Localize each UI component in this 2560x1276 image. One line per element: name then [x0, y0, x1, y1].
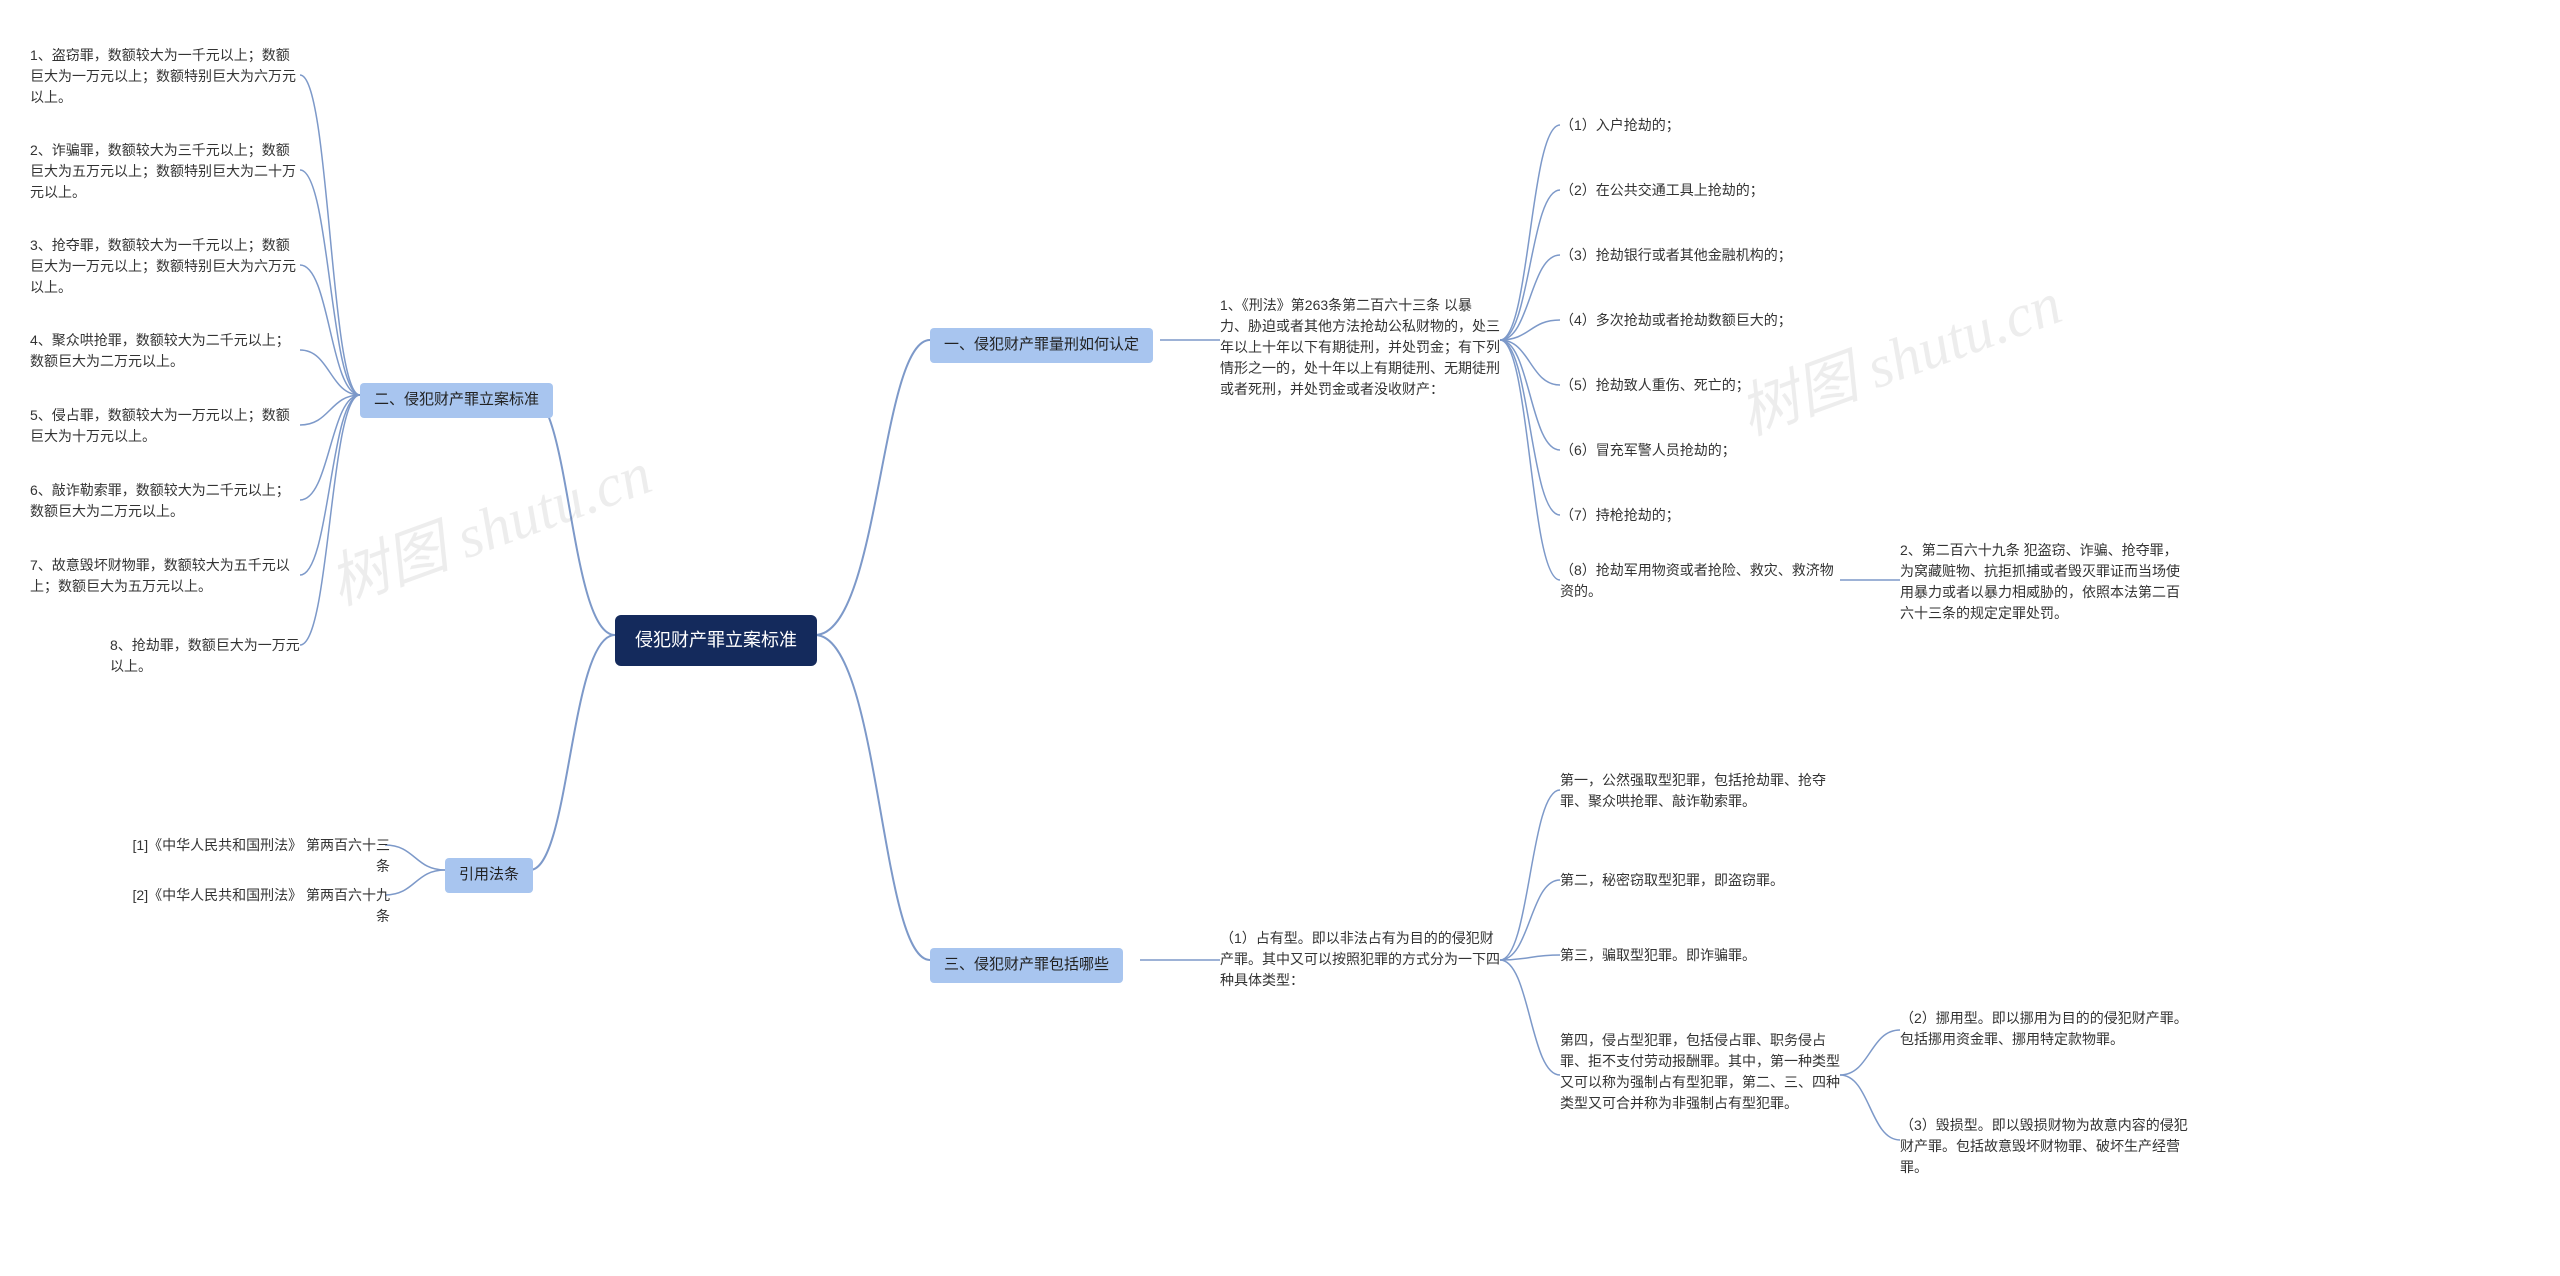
section1-item-1: （1）入户抢劫的；	[1560, 115, 1680, 136]
section2-item-6: 6、敲诈勒索罪，数额较大为二千元以上；数额巨大为二万元以上。	[30, 480, 300, 522]
section3-item4-note-2: （3）毁损型。即以毁损财物为故意内容的侵犯财产罪。包括故意毁坏财物罪、破坏生产经…	[1900, 1115, 2190, 1178]
section1-item-6: （6）冒充军警人员抢劫的；	[1560, 440, 1736, 461]
root-node[interactable]: 侵犯财产罪立案标准	[615, 615, 817, 666]
section2-item-4: 4、聚众哄抢罪，数额较大为二千元以上；数额巨大为二万元以上。	[30, 330, 300, 372]
watermark: 树图 shutu.cn	[1725, 255, 2071, 452]
section1-detail: 1、《刑法》第263条第二百六十三条 以暴力、胁迫或者其他方法抢劫公私财物的，处…	[1220, 295, 1500, 400]
section1-item-2: （2）在公共交通工具上抢劫的；	[1560, 180, 1764, 201]
watermark: 树图 shutu.cn	[315, 425, 661, 622]
section3-item4-note-1: （2）挪用型。即以挪用为目的的侵犯财产罪。包括挪用资金罪、挪用特定款物罪。	[1900, 1008, 2190, 1050]
section1-item-3: （3）抢劫银行或者其他金融机构的；	[1560, 245, 1792, 266]
section3-item-3: 第三，骗取型犯罪。即诈骗罪。	[1560, 945, 1756, 966]
section2-item-7: 7、故意毁坏财物罪，数额较大为五千元以上；数额巨大为五万元以上。	[30, 555, 300, 597]
section-citations[interactable]: 引用法条	[445, 858, 533, 893]
section-filing-standard[interactable]: 二、侵犯财产罪立案标准	[360, 383, 553, 418]
section3-detail: （1）占有型。即以非法占有为目的的侵犯财产罪。其中又可以按照犯罪的方式分为一下四…	[1220, 928, 1500, 991]
section3-item-1: 第一，公然强取型犯罪，包括抢劫罪、抢夺罪、聚众哄抢罪、敲诈勒索罪。	[1560, 770, 1840, 812]
section-sentencing[interactable]: 一、侵犯财产罪量刑如何认定	[930, 328, 1153, 363]
section1-item-4: （4）多次抢劫或者抢劫数额巨大的；	[1560, 310, 1792, 331]
section-types[interactable]: 三、侵犯财产罪包括哪些	[930, 948, 1123, 983]
section3-item-2: 第二，秘密窃取型犯罪，即盗窃罪。	[1560, 870, 1784, 891]
section2-item-3: 3、抢夺罪，数额较大为一千元以上；数额巨大为一万元以上；数额特别巨大为六万元以上…	[30, 235, 300, 298]
section1-item-7: （7）持枪抢劫的；	[1560, 505, 1680, 526]
section1-item-8: （8）抢劫军用物资或者抢险、救灾、救济物资的。	[1560, 560, 1840, 602]
section1-item8-note: 2、第二百六十九条 犯盗窃、诈骗、抢夺罪，为窝藏赃物、抗拒抓捕或者毁灭罪证而当场…	[1900, 540, 2180, 624]
section2-item-2: 2、诈骗罪，数额较大为三千元以上；数额巨大为五万元以上；数额特别巨大为二十万元以…	[30, 140, 300, 203]
section2-item-8: 8、抢劫罪，数额巨大为一万元以上。	[110, 635, 310, 677]
connector-lines	[160, 0, 2560, 1276]
section1-item-5: （5）抢劫致人重伤、死亡的；	[1560, 375, 1750, 396]
citation-1: [1]《中华人民共和国刑法》 第两百六十三条	[130, 835, 390, 877]
section2-item-5: 5、侵占罪，数额较大为一万元以上；数额巨大为十万元以上。	[30, 405, 300, 447]
section2-item-1: 1、盗窃罪，数额较大为一千元以上；数额巨大为一万元以上；数额特别巨大为六万元以上…	[30, 45, 300, 108]
citation-2: [2]《中华人民共和国刑法》 第两百六十九条	[130, 885, 390, 927]
section3-item-4: 第四，侵占型犯罪，包括侵占罪、职务侵占罪、拒不支付劳动报酬罪。其中，第一种类型又…	[1560, 1030, 1840, 1114]
